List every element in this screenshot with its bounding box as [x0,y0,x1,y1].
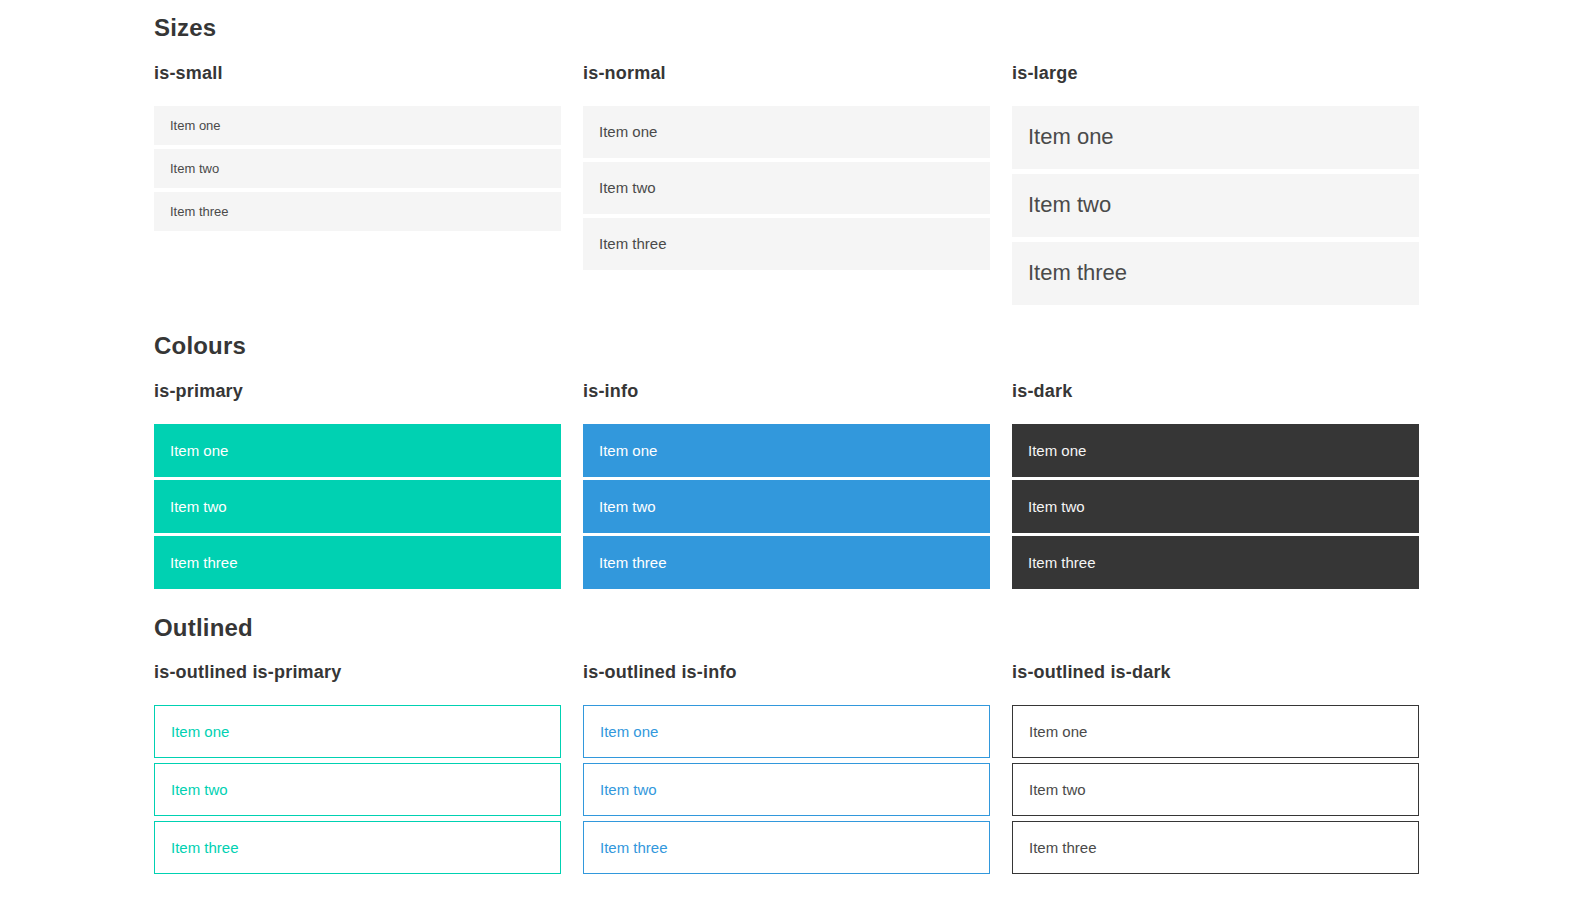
demo-list-small: Item one Item two Item three [154,106,561,231]
demo-column-outlined-info: is-outlined is-info Item one Item two It… [583,662,990,879]
list-item[interactable]: Item three [154,192,561,231]
section-sizes: Sizes is-small Item one Item two Item th… [154,14,1419,310]
variant-label: is-outlined is-primary [154,662,561,683]
list-item[interactable]: Item three [1012,242,1419,305]
list-item[interactable]: Item three [154,821,561,874]
list-item[interactable]: Item two [154,149,561,188]
list-item[interactable]: Item two [1012,763,1419,816]
columns-row: is-outlined is-primary Item one Item two… [154,662,1419,879]
list-item[interactable]: Item two [1012,480,1419,533]
demo-list-outlined-dark: Item one Item two Item three [1012,705,1419,874]
columns-row: is-small Item one Item two Item three is… [154,63,1419,310]
list-item[interactable]: Item two [154,763,561,816]
demo-list-info: Item one Item two Item three [583,424,990,589]
demo-column-is-info: is-info Item one Item two Item three [583,381,990,592]
demo-list-large: Item one Item two Item three [1012,106,1419,305]
demo-column-is-large: is-large Item one Item two Item three [1012,63,1419,310]
list-item[interactable]: Item one [583,106,990,158]
list-item[interactable]: Item two [583,480,990,533]
list-item[interactable]: Item three [1012,536,1419,589]
list-item[interactable]: Item one [154,705,561,758]
variant-label: is-small [154,63,561,84]
demo-list-outlined-info: Item one Item two Item three [583,705,990,874]
demo-list-dark: Item one Item two Item three [1012,424,1419,589]
demo-column-outlined-dark: is-outlined is-dark Item one Item two It… [1012,662,1419,879]
list-item[interactable]: Item one [154,106,561,145]
variant-label: is-large [1012,63,1419,84]
section-outlined: Outlined is-outlined is-primary Item one… [154,614,1419,880]
list-item[interactable]: Item three [154,536,561,589]
demo-column-outlined-primary: is-outlined is-primary Item one Item two… [154,662,561,879]
list-item[interactable]: Item three [1012,821,1419,874]
demo-column-is-small: is-small Item one Item two Item three [154,63,561,310]
variant-label: is-primary [154,381,561,402]
list-item[interactable]: Item two [1012,174,1419,237]
columns-row: is-primary Item one Item two Item three … [154,381,1419,592]
list-item[interactable]: Item one [1012,106,1419,169]
list-item[interactable]: Item two [583,162,990,214]
section-title: Outlined [154,614,1419,643]
demo-list-outlined-primary: Item one Item two Item three [154,705,561,874]
demo-list-primary: Item one Item two Item three [154,424,561,589]
list-item[interactable]: Item three [583,218,990,270]
list-item[interactable]: Item two [154,480,561,533]
demo-column-is-dark: is-dark Item one Item two Item three [1012,381,1419,592]
variant-label: is-normal [583,63,990,84]
demo-column-is-primary: is-primary Item one Item two Item three [154,381,561,592]
list-item[interactable]: Item one [583,424,990,477]
list-item[interactable]: Item three [583,821,990,874]
content: Sizes is-small Item one Item two Item th… [154,14,1419,879]
list-item[interactable]: Item two [583,763,990,816]
page: Sizes is-small Item one Item two Item th… [0,0,1595,897]
section-title: Sizes [154,14,1419,43]
variant-label: is-outlined is-dark [1012,662,1419,683]
section-title: Colours [154,332,1419,361]
variant-label: is-info [583,381,990,402]
list-item[interactable]: Item three [583,536,990,589]
list-item[interactable]: Item one [583,705,990,758]
list-item[interactable]: Item one [1012,424,1419,477]
variant-label: is-dark [1012,381,1419,402]
variant-label: is-outlined is-info [583,662,990,683]
list-item[interactable]: Item one [154,424,561,477]
demo-list-normal: Item one Item two Item three [583,106,990,270]
section-colours: Colours is-primary Item one Item two Ite… [154,332,1419,592]
demo-column-is-normal: is-normal Item one Item two Item three [583,63,990,310]
list-item[interactable]: Item one [1012,705,1419,758]
